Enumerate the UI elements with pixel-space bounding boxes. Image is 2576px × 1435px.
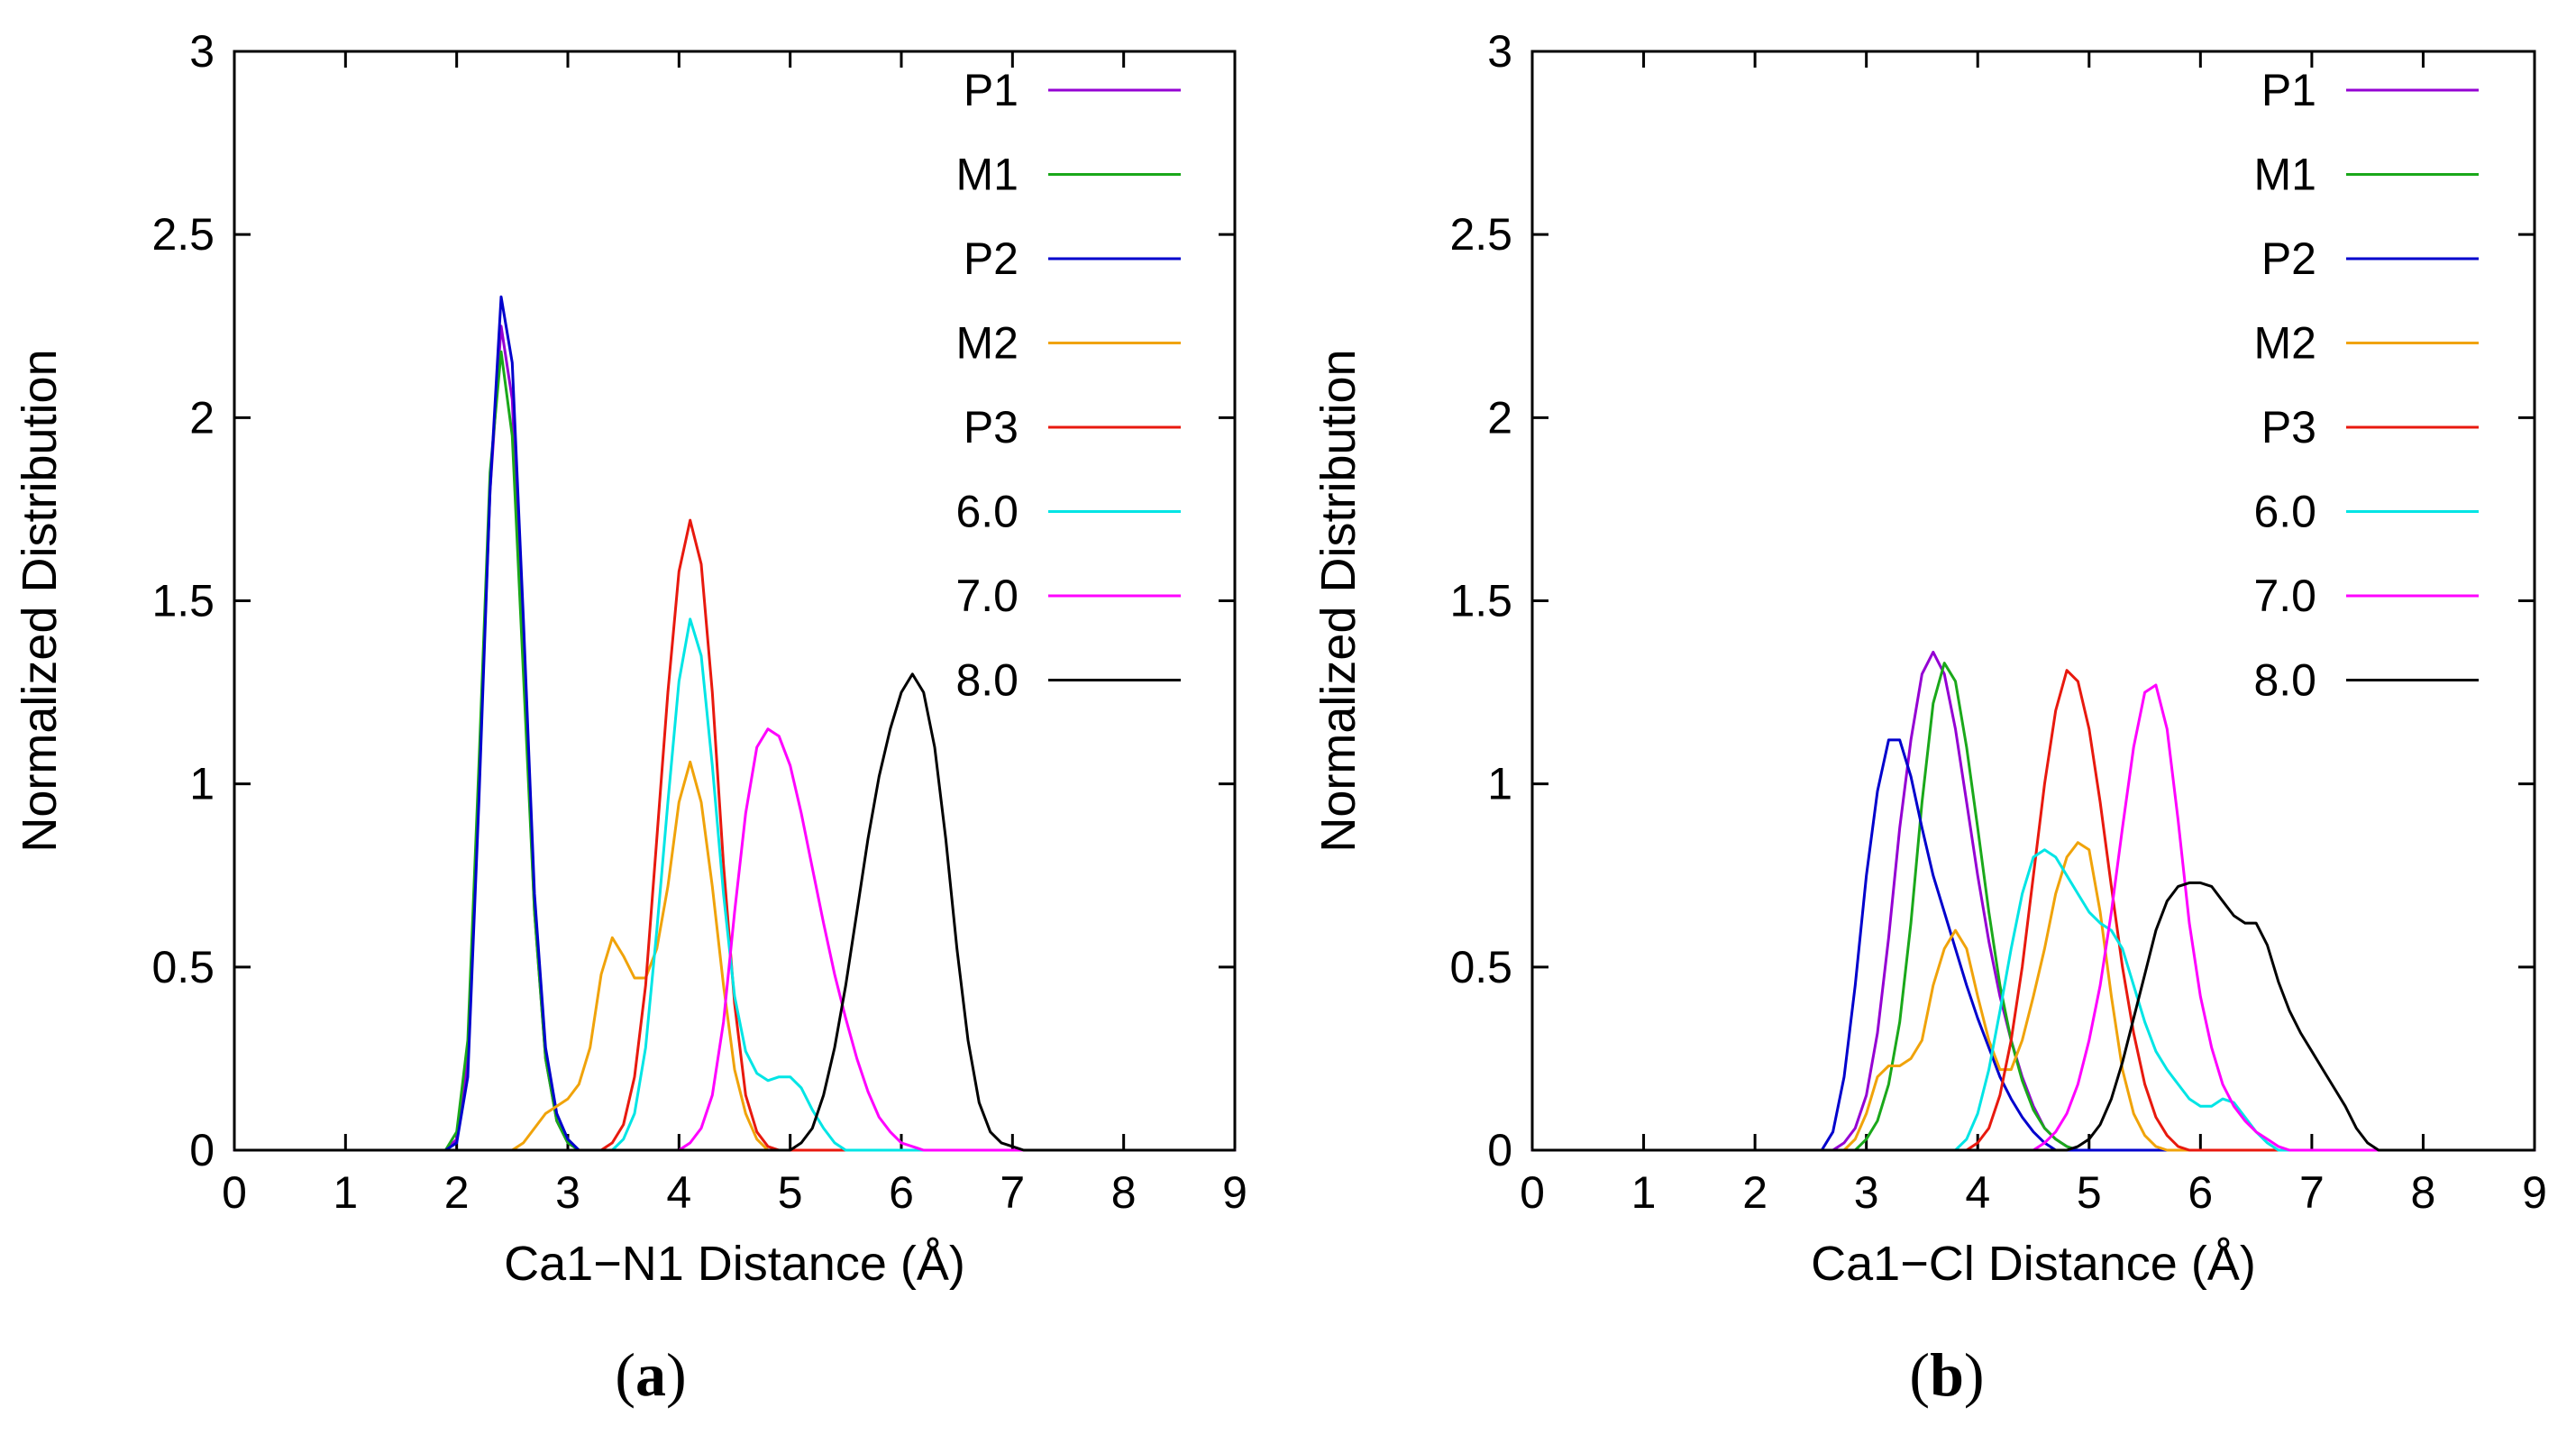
- y-tick-label: 2.5: [1449, 209, 1512, 260]
- legend-label: P2: [2261, 233, 2316, 284]
- legend-label: 7.0: [955, 571, 1019, 621]
- y-axis-label: Normalized Distribution: [13, 349, 67, 852]
- series-line-M1: [1530, 662, 2536, 1152]
- y-tick-label: 2: [1487, 392, 1512, 443]
- legend-label: M2: [2254, 318, 2316, 369]
- legend-label: 8.0: [2253, 655, 2316, 706]
- series-line-P1: [1530, 650, 2536, 1152]
- y-tick-label: 1: [189, 759, 215, 809]
- y-tick-label: 0.5: [1449, 942, 1512, 992]
- legend-label: 6.0: [955, 487, 1019, 537]
- series-line-7.0: [1530, 683, 2536, 1152]
- x-tick-label: 6: [2188, 1167, 2213, 1218]
- x-tick-label: 1: [333, 1167, 358, 1218]
- x-tick-label: 2: [1742, 1167, 1768, 1218]
- chart-panel-b: 0 1 2 3 4 5 6 7 8 9 0 0.5 1 1.5 2 2.5 3 P1 M1 P2 M2 P3 6.0 7.0 8…: [1311, 26, 2547, 1409]
- x-tick-label: 1: [1631, 1167, 1657, 1218]
- chart-panel-a: 0 1 2 3 4 5 6 7 8 9 0 0.5 1 1.5 2 2.5 3 P1 M1 P2 M2 P3 6.0 7.0 8…: [13, 26, 1247, 1409]
- series-line-P3: [233, 518, 1237, 1152]
- y-tick-label: 3: [189, 26, 215, 77]
- series-line-7.0: [233, 727, 1237, 1152]
- series-line-8.0: [233, 672, 1237, 1152]
- x-tick-label: 9: [2522, 1167, 2547, 1218]
- x-tick-label: 2: [444, 1167, 470, 1218]
- x-tick-label: 3: [1854, 1167, 1879, 1218]
- legend-label: P3: [2261, 402, 2316, 452]
- y-tick-label: 0.5: [151, 942, 215, 992]
- y-axis-label: Normalized Distribution: [1311, 349, 1366, 852]
- x-tick-label: 7: [2299, 1167, 2325, 1218]
- legend-label: 6.0: [2253, 487, 2316, 537]
- series-line-P3: [1530, 669, 2536, 1152]
- x-tick-label: 7: [1000, 1167, 1025, 1218]
- x-tick-label: 3: [555, 1167, 580, 1218]
- legend-label: 7.0: [2253, 571, 2316, 621]
- legend-label: P1: [964, 65, 1019, 115]
- legend-label: P1: [2261, 65, 2316, 115]
- x-tick-label: 8: [2411, 1167, 2436, 1218]
- series-line-6.0: [233, 617, 1237, 1152]
- x-axis-label: Ca1−Cl Distance (Å): [1811, 1237, 2256, 1291]
- y-tick-label: 0: [189, 1125, 215, 1175]
- plot-frame: [1530, 50, 2536, 1152]
- series-line-8.0: [1530, 881, 2536, 1152]
- x-tick-label: 5: [2077, 1167, 2102, 1218]
- x-tick-label: 0: [222, 1167, 247, 1218]
- y-tick-label: 2: [189, 392, 215, 443]
- series-line-M1: [233, 350, 1237, 1152]
- legend-label: M1: [956, 150, 1019, 200]
- y-tick-label: 0: [1487, 1125, 1512, 1175]
- x-tick-label: 0: [1520, 1167, 1545, 1218]
- y-tick-label: 1.5: [1449, 576, 1512, 626]
- series-line-P2: [1530, 738, 2536, 1152]
- legend-label: M1: [2254, 150, 2316, 200]
- legend-label: P2: [964, 233, 1019, 284]
- x-tick-label: 4: [1965, 1167, 1990, 1218]
- y-tick-label: 1: [1487, 759, 1512, 809]
- legend-label: P3: [964, 402, 1019, 452]
- x-tick-label: 5: [778, 1167, 803, 1218]
- y-tick-label: 1.5: [151, 576, 215, 626]
- x-tick-label: 4: [666, 1167, 691, 1218]
- series-line-P1: [233, 324, 1237, 1152]
- x-axis-label: Ca1−N1 Distance (Å): [504, 1237, 965, 1291]
- legend-label: M2: [956, 318, 1019, 369]
- legend-label: 8.0: [955, 655, 1019, 706]
- series-line-M2: [233, 760, 1237, 1152]
- x-tick-label: 9: [1222, 1167, 1247, 1218]
- panel-label: (b): [1909, 1340, 1984, 1409]
- y-tick-label: 2.5: [151, 209, 215, 260]
- x-tick-label: 6: [889, 1167, 914, 1218]
- series-line-P2: [233, 295, 1237, 1152]
- panel-label: (a): [615, 1340, 686, 1409]
- y-tick-label: 3: [1487, 26, 1512, 77]
- x-tick-label: 8: [1111, 1167, 1137, 1218]
